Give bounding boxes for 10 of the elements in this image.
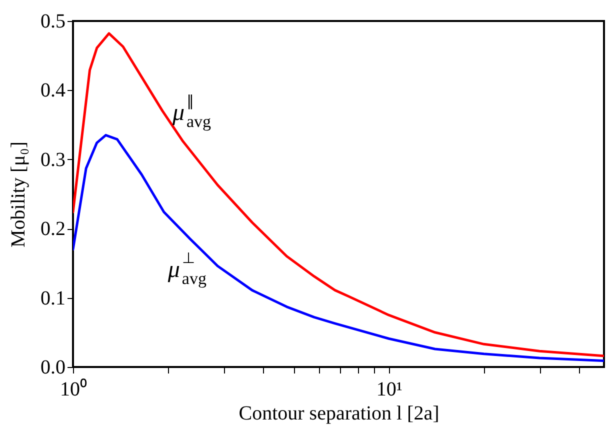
y-tick-label: 0.0 xyxy=(40,356,66,378)
y-tick-label: 0.3 xyxy=(40,148,66,171)
y-tick-label: 0.4 xyxy=(40,80,66,102)
x-axis-title: Contour separation l [2a] xyxy=(238,402,440,424)
y-tick-label: 0.2 xyxy=(40,218,66,240)
y-tick-label: 0.5 xyxy=(40,10,66,32)
y-axis-title: Mobility [μ₀] xyxy=(8,141,30,248)
x-tick-label: 10¹ xyxy=(376,378,402,400)
x-tick-label: 10⁰ xyxy=(60,378,87,400)
y-tick-label: 0.1 xyxy=(40,287,66,310)
